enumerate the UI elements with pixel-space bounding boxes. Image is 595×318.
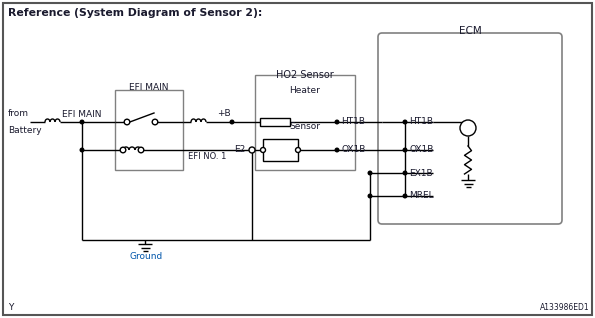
Text: EFI MAIN: EFI MAIN [129,83,169,92]
Text: Battery: Battery [8,126,42,135]
Circle shape [402,148,408,153]
Text: OX1B: OX1B [409,146,433,155]
Text: ECM: ECM [459,26,481,36]
Text: EFI MAIN: EFI MAIN [62,110,102,119]
Bar [115,90,183,170]
Text: A133986ED1: A133986ED1 [540,303,590,312]
Text: Sensor: Sensor [290,122,321,131]
Circle shape [261,148,265,153]
Circle shape [80,148,84,153]
Bar [263,139,298,161]
Circle shape [296,148,300,153]
Text: from: from [8,109,29,118]
Text: HO2 Sensor: HO2 Sensor [276,70,334,80]
Circle shape [460,120,476,136]
Text: Heater: Heater [290,86,321,95]
Circle shape [152,119,158,125]
Text: +B: +B [217,109,231,118]
Text: EFI NO. 1: EFI NO. 1 [188,152,227,161]
Circle shape [402,193,408,198]
Circle shape [249,147,255,153]
Circle shape [334,148,340,153]
Circle shape [120,147,126,153]
Circle shape [138,147,144,153]
Circle shape [368,193,372,198]
Text: HT1B: HT1B [409,117,433,127]
Circle shape [402,120,408,125]
Circle shape [402,170,408,176]
Text: EX1B: EX1B [409,169,433,177]
Text: Reference (System Diagram of Sensor 2):: Reference (System Diagram of Sensor 2): [8,8,262,18]
Circle shape [80,120,84,125]
Text: Y: Y [8,303,13,313]
Bar [255,75,355,170]
Circle shape [368,170,372,176]
Bar [260,118,290,126]
Circle shape [334,120,340,125]
Circle shape [124,119,130,125]
Text: MREL: MREL [409,191,434,201]
Text: HT1B: HT1B [341,117,365,127]
Text: OX1B: OX1B [341,146,365,155]
Circle shape [230,120,234,125]
Text: E2: E2 [234,144,245,154]
FancyBboxPatch shape [378,33,562,224]
Text: Ground: Ground [130,252,163,261]
